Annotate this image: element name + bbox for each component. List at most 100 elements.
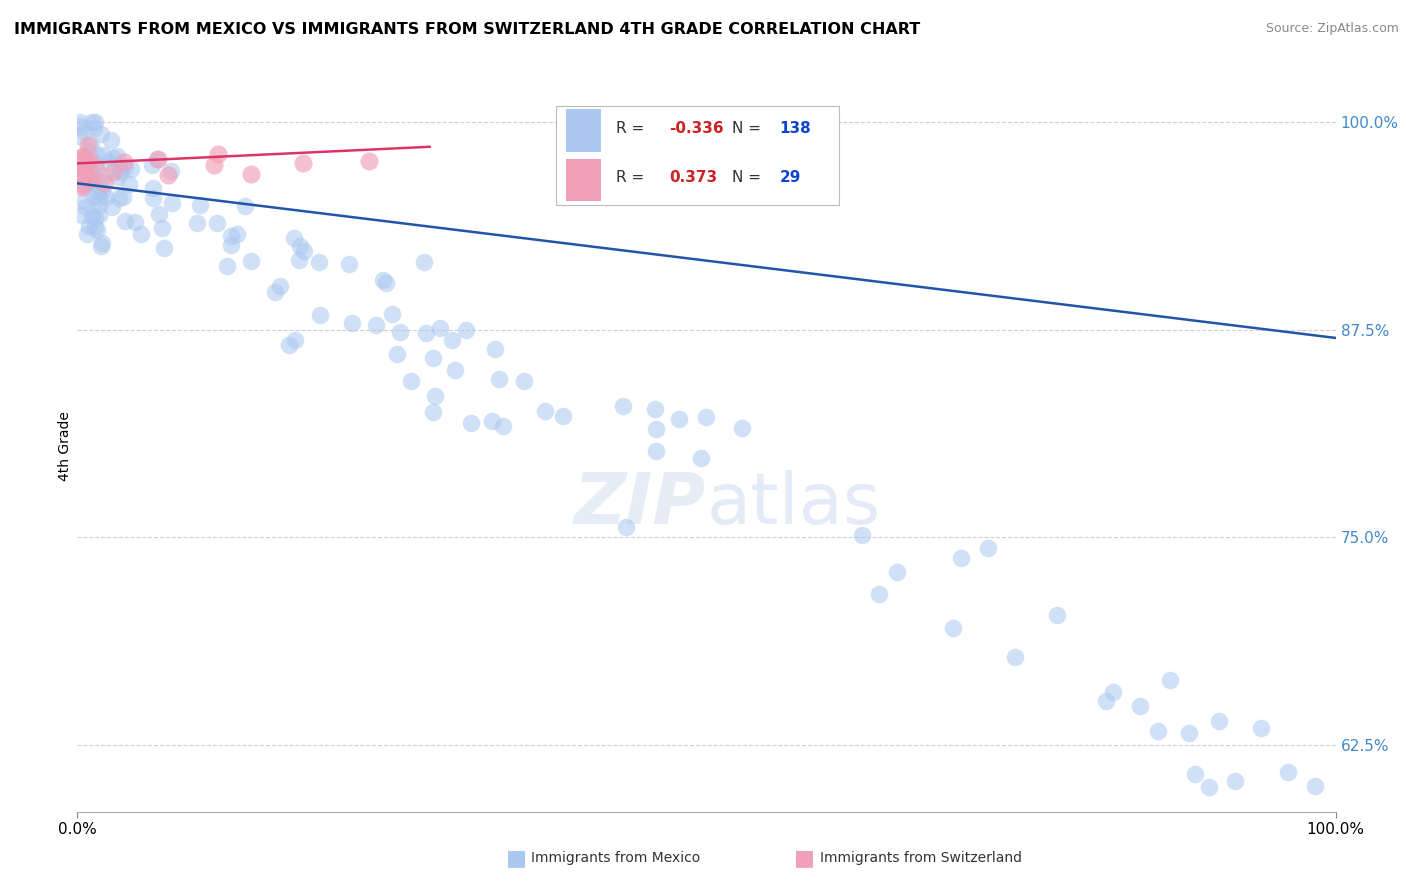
Point <box>75 200 97 214</box>
Point <box>385 346 408 360</box>
Y-axis label: 4th Grade: 4th Grade <box>58 411 72 481</box>
Point <box>484 342 506 356</box>
Point <box>72 194 94 208</box>
Point <box>553 409 575 423</box>
Text: Source: ZipAtlas.com: Source: ZipAtlas.com <box>1265 22 1399 36</box>
Point <box>1208 714 1230 728</box>
Point <box>101 165 124 179</box>
Point <box>73 179 96 194</box>
Point <box>429 321 451 335</box>
Point <box>284 334 307 348</box>
Bar <box>565 110 600 152</box>
Point <box>292 156 315 170</box>
Point <box>101 151 124 165</box>
Point <box>73 155 96 169</box>
Point <box>226 227 249 241</box>
Point <box>186 216 208 230</box>
Point <box>110 164 132 178</box>
Point <box>80 137 103 152</box>
Point <box>1095 694 1118 708</box>
Point <box>90 239 112 253</box>
Point <box>413 255 436 269</box>
Point <box>644 401 666 416</box>
Point <box>1146 724 1168 739</box>
Point <box>93 169 115 184</box>
Point <box>731 420 754 434</box>
Point <box>77 144 100 158</box>
Text: N =: N = <box>731 170 761 186</box>
Point <box>1277 765 1299 780</box>
Point <box>423 389 446 403</box>
Point <box>69 119 91 133</box>
Point <box>80 209 103 223</box>
Point <box>129 227 152 242</box>
Bar <box>565 159 600 202</box>
Point <box>80 173 103 187</box>
Point <box>76 138 98 153</box>
Point <box>1184 767 1206 781</box>
Point <box>73 125 96 139</box>
Point <box>93 176 115 190</box>
Point <box>188 197 211 211</box>
Point <box>77 219 100 233</box>
Point <box>89 198 111 212</box>
Point <box>72 149 94 163</box>
Point <box>415 326 437 340</box>
Point <box>142 191 165 205</box>
Point <box>460 416 482 430</box>
Point <box>389 325 412 339</box>
Point <box>76 176 98 190</box>
Point <box>422 351 444 366</box>
Point <box>202 157 225 171</box>
Point <box>364 318 387 332</box>
Point <box>100 133 122 147</box>
Point <box>90 128 112 142</box>
Point <box>148 207 170 221</box>
Point <box>399 374 422 388</box>
Point <box>868 587 890 601</box>
Point <box>534 404 557 418</box>
Point <box>69 156 91 170</box>
Point <box>101 200 124 214</box>
Point <box>76 171 98 186</box>
Point <box>977 541 1000 555</box>
Point <box>337 257 360 271</box>
Point <box>152 241 174 255</box>
Point <box>381 307 404 321</box>
Point <box>645 422 668 436</box>
Point <box>73 170 96 185</box>
Text: -0.336: -0.336 <box>669 121 724 136</box>
Point <box>1046 607 1069 622</box>
Point <box>308 254 330 268</box>
Point <box>76 153 98 167</box>
Point <box>288 238 311 252</box>
Point <box>207 216 229 230</box>
Point <box>70 160 93 174</box>
Text: ■: ■ <box>506 848 527 868</box>
Point <box>91 148 114 162</box>
Point <box>70 178 93 192</box>
Point <box>375 277 398 291</box>
Point <box>67 159 90 173</box>
Text: Immigrants from Mexico: Immigrants from Mexico <box>531 851 700 865</box>
Point <box>239 254 262 268</box>
Point <box>612 399 634 413</box>
Text: 138: 138 <box>779 121 811 136</box>
Point <box>668 412 690 426</box>
Text: N =: N = <box>731 121 761 136</box>
Point <box>488 371 510 385</box>
Point <box>70 208 93 222</box>
Point <box>340 316 363 330</box>
Point <box>219 238 242 252</box>
Point <box>157 168 180 182</box>
Point <box>114 160 136 174</box>
Point <box>443 363 465 377</box>
Point <box>114 214 136 228</box>
Point <box>87 186 110 200</box>
Point <box>84 173 107 187</box>
Point <box>886 565 908 579</box>
Point <box>108 191 131 205</box>
Point <box>207 146 229 161</box>
Point <box>422 405 444 419</box>
Point <box>481 414 503 428</box>
